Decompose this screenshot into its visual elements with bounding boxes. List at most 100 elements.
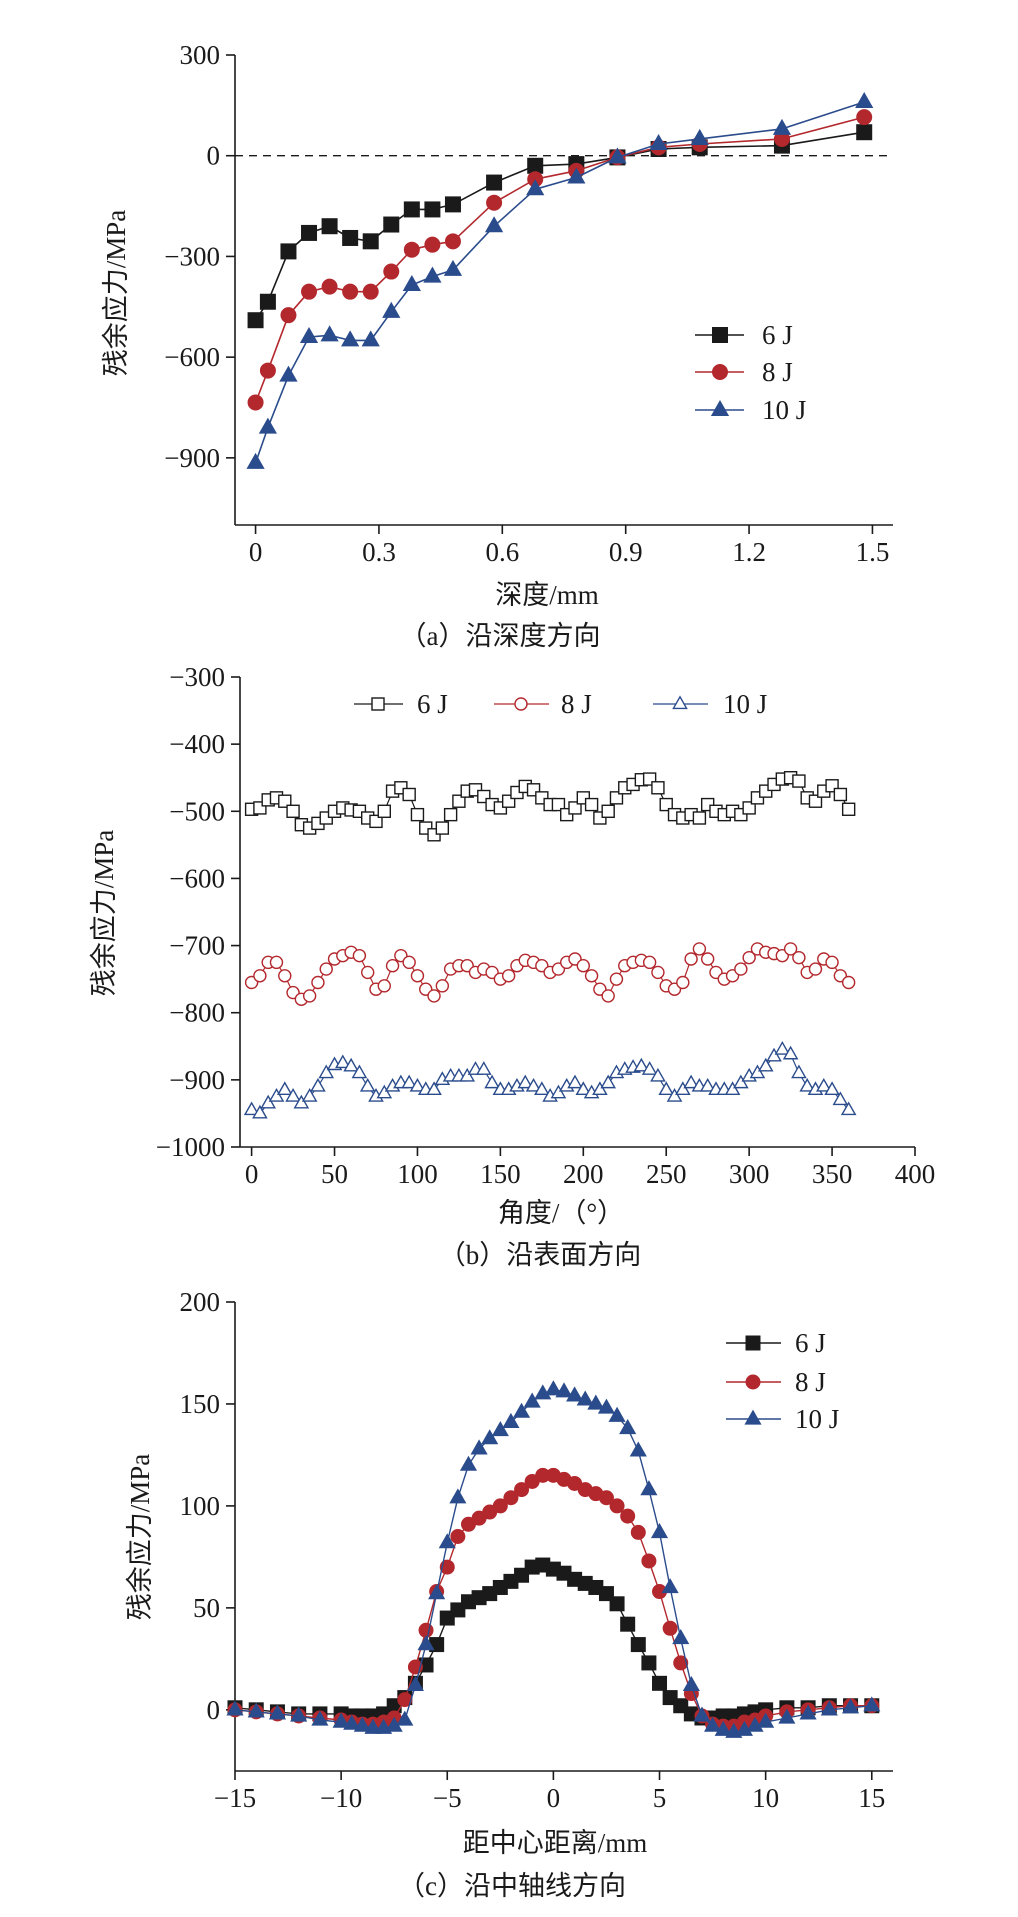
x-tick-label: 350 [812, 1159, 853, 1189]
data-point [841, 802, 856, 816]
data-point [733, 1074, 749, 1089]
data-point [523, 1392, 541, 1408]
data-point [376, 1084, 393, 1099]
legend-label: 10 J [723, 689, 767, 719]
data-point [259, 362, 276, 379]
legend-label: 10 J [795, 1404, 839, 1434]
data-point [285, 1088, 301, 1102]
data-point [551, 797, 566, 812]
data-point [630, 1524, 646, 1540]
x-tick-label: 15 [858, 1783, 885, 1813]
data-point [673, 1655, 689, 1671]
y-tick-label: 100 [180, 1491, 221, 1521]
x-tick-label: 0 [547, 1783, 561, 1813]
data-point [746, 1716, 764, 1732]
y-tick-label: −1000 [156, 1132, 225, 1162]
chart-c-plot-area: 200 150 100 50 0 −15 −10 −5 0 5 10 15 6 J 8 J 10 J [180, 1287, 893, 1813]
data-point [630, 1637, 646, 1653]
data-point [475, 1061, 492, 1075]
data-point [311, 1710, 329, 1726]
data-point [343, 1057, 359, 1072]
data-point [517, 1074, 534, 1089]
data-point [608, 147, 627, 164]
legend-label: 8 J [795, 1367, 826, 1397]
data-point [766, 1047, 782, 1062]
data-point [426, 1081, 442, 1096]
y-axis-label: 残余应力/MPa [89, 830, 119, 997]
data-point [301, 1088, 318, 1102]
data-point [435, 821, 450, 835]
data-point [280, 307, 297, 324]
data-point [742, 801, 756, 815]
data-point [243, 1101, 260, 1116]
data-point [757, 1057, 774, 1072]
data-point [311, 975, 325, 990]
data-point [361, 965, 375, 980]
y-tick-label: 0 [207, 141, 221, 171]
y-tick-label: 0 [207, 1695, 221, 1725]
data-point [424, 236, 441, 253]
data-point [641, 1655, 657, 1671]
x-tick-label: 1.5 [856, 537, 890, 567]
data-point [650, 1067, 666, 1082]
data-point [534, 1081, 550, 1096]
chart-caption: （a）沿深度方向 [400, 621, 601, 651]
data-point [783, 942, 798, 956]
data-point [484, 216, 504, 233]
data-point [247, 312, 264, 329]
x-tick-label: 400 [895, 1159, 936, 1189]
data-point [361, 330, 380, 347]
chart-b-surface: −300 −400 −500 −600 −700 −800 −900 −1000 0 50 100 1… [89, 662, 935, 1270]
y-tick-label: −900 [164, 443, 220, 473]
data-point [550, 1084, 567, 1099]
legend-label: 8 J [561, 689, 592, 719]
data-point [459, 1455, 478, 1471]
legend-marker [514, 697, 528, 711]
data-point [774, 1041, 791, 1055]
data-point [342, 283, 359, 300]
data-point [268, 1088, 285, 1102]
data-point [428, 1584, 446, 1600]
data-point [252, 1104, 268, 1119]
data-point [512, 1402, 531, 1418]
data-point [576, 1390, 594, 1406]
data-point [742, 950, 756, 965]
x-tick-label: 0.3 [362, 537, 396, 567]
legend-marker [745, 1335, 761, 1351]
y-tick-label: 150 [180, 1389, 221, 1419]
data-point [353, 1716, 371, 1732]
data-point [598, 1490, 614, 1506]
legend-item: 8 J [726, 1367, 826, 1397]
data-point [527, 157, 544, 174]
data-point [481, 1429, 499, 1445]
x-tick-label: 5 [653, 1783, 667, 1813]
y-axis-label: 残余应力/MPa [125, 1454, 155, 1621]
data-point [567, 1074, 583, 1089]
data-point [279, 365, 298, 382]
data-point [369, 814, 383, 829]
data-point [659, 797, 673, 812]
data-point [855, 91, 874, 109]
data-point [377, 979, 391, 993]
data-point [403, 241, 420, 258]
data-point [341, 330, 360, 347]
data-point [278, 969, 292, 983]
legend-label: 6 J [417, 689, 448, 719]
chart-c-axial: 200 150 100 50 0 −15 −10 −5 0 5 10 15 6 J 8 J 10 J 距中心… [125, 1287, 893, 1901]
data-point [651, 965, 665, 980]
x-tick-label: 200 [563, 1159, 604, 1189]
data-point [514, 1482, 530, 1498]
chart-caption: （c）沿中轴线方向 [398, 1871, 626, 1901]
data-point [841, 975, 856, 990]
y-tick-label: −700 [169, 931, 225, 961]
data-point [642, 955, 657, 970]
data-point [402, 787, 416, 802]
data-point [258, 417, 278, 434]
data-point [385, 959, 400, 973]
data-point [486, 174, 503, 191]
data-point [609, 1596, 625, 1612]
data-point [226, 1700, 244, 1716]
data-point [676, 975, 690, 990]
data-point [749, 1064, 766, 1079]
